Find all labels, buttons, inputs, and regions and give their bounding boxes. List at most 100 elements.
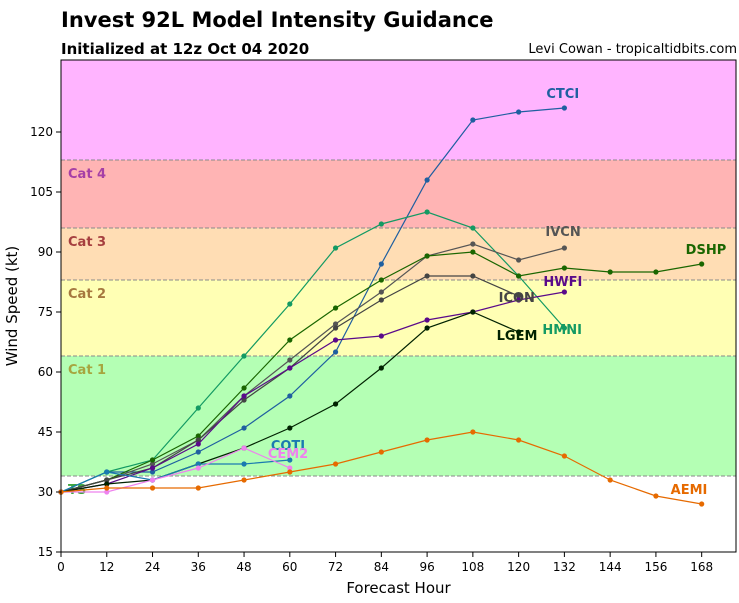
x-tick-label: 36: [191, 560, 206, 574]
y-tick-label: 75: [38, 305, 53, 319]
x-tick-label: 48: [236, 560, 251, 574]
data-point: [561, 245, 567, 251]
y-tick-label: 90: [38, 245, 53, 259]
y-tick-label: 120: [30, 125, 53, 139]
data-point: [653, 493, 659, 499]
x-tick-label: 60: [282, 560, 297, 574]
x-tick-label: 72: [328, 560, 343, 574]
data-point: [195, 405, 201, 411]
band-label-cat-2: Cat 2: [68, 287, 106, 302]
series-label-icon: ICON: [499, 291, 535, 306]
band-label-cat-3: Cat 3: [68, 235, 106, 250]
x-tick-label: 84: [374, 560, 389, 574]
x-tick-label: 168: [690, 560, 713, 574]
series-label-hmni: HMNI: [542, 323, 582, 338]
x-axis-label: Forecast Hour: [346, 579, 451, 597]
data-point: [516, 273, 522, 279]
data-point: [561, 105, 567, 111]
data-point: [104, 469, 110, 475]
data-point: [287, 365, 293, 371]
series-label-hwfi: HWFI: [543, 275, 582, 290]
data-point: [287, 425, 293, 431]
series-line-coti: [60, 459, 290, 493]
data-point: [378, 297, 384, 303]
series-line-hmni: [60, 211, 565, 493]
x-tick-label: 96: [419, 560, 434, 574]
band-label-cat-1: Cat 1: [68, 363, 106, 378]
y-axis-ticks: 15 30 45 60 75 90 105 120: [30, 125, 61, 559]
data-point: [607, 477, 613, 483]
data-point: [470, 309, 476, 315]
data-point: [104, 477, 110, 483]
data-point: [424, 317, 430, 323]
category-bands: [61, 60, 736, 552]
band-cat-4: [61, 60, 736, 160]
data-point: [287, 357, 293, 363]
data-point: [378, 449, 384, 455]
y-tick-label: 60: [38, 365, 53, 379]
series-aemi: [58, 429, 705, 507]
category-boundaries: [61, 159, 736, 477]
band-ts: [61, 356, 736, 476]
data-point: [241, 385, 247, 391]
data-point: [378, 365, 384, 371]
data-point: [424, 177, 430, 183]
data-point: [424, 437, 430, 443]
data-point: [424, 253, 430, 259]
data-point: [241, 397, 247, 403]
data-point: [241, 393, 247, 399]
band-cat-1: [61, 280, 736, 356]
data-point: [607, 269, 613, 275]
x-tick-label: 144: [599, 560, 622, 574]
data-point: [561, 289, 567, 295]
data-point: [287, 337, 293, 343]
data-point: [241, 461, 247, 467]
data-point: [241, 353, 247, 359]
data-point: [332, 401, 339, 407]
band-label-cat-4: Cat 4: [68, 167, 106, 182]
data-point: [378, 277, 384, 283]
data-point: [287, 469, 293, 475]
band-below-ts: [61, 476, 736, 552]
chart-credit: Levi Cowan - tropicaltidbits.com: [528, 42, 737, 57]
data-point: [516, 437, 522, 443]
data-point: [149, 485, 156, 491]
data-point: [424, 273, 430, 279]
data-point: [699, 501, 705, 507]
data-point: [332, 337, 339, 343]
data-point: [241, 445, 247, 451]
data-point: [470, 225, 476, 231]
y-tick-label: 45: [38, 425, 53, 439]
data-point: [149, 461, 156, 467]
data-point: [378, 289, 384, 295]
data-point: [104, 489, 110, 495]
series-label-dshp: DSHP: [686, 243, 727, 258]
data-point: [561, 325, 567, 331]
data-point: [424, 209, 430, 215]
data-point: [149, 477, 156, 483]
data-point: [195, 433, 201, 439]
data-point: [378, 261, 384, 267]
series-label-ctci: CTCI: [546, 87, 579, 102]
x-tick-label: 120: [507, 560, 530, 574]
data-point: [149, 469, 156, 475]
series-label-lgem: LGEM: [497, 329, 538, 344]
series-line-ivcn: [60, 243, 565, 493]
data-point: [516, 109, 522, 115]
data-point: [195, 441, 201, 447]
x-tick-label: 132: [553, 560, 576, 574]
data-point: [241, 425, 247, 431]
data-point: [287, 465, 293, 471]
series-label-ivcn: IVCN: [545, 225, 580, 240]
data-point: [516, 293, 522, 299]
band-cat-3: [61, 160, 736, 228]
data-point: [195, 485, 201, 491]
data-point: [332, 305, 339, 311]
data-point: [470, 117, 476, 123]
data-point: [195, 437, 201, 443]
model-series: [58, 105, 705, 507]
data-point: [470, 249, 476, 255]
data-point: [516, 297, 522, 303]
data-point: [287, 393, 293, 399]
